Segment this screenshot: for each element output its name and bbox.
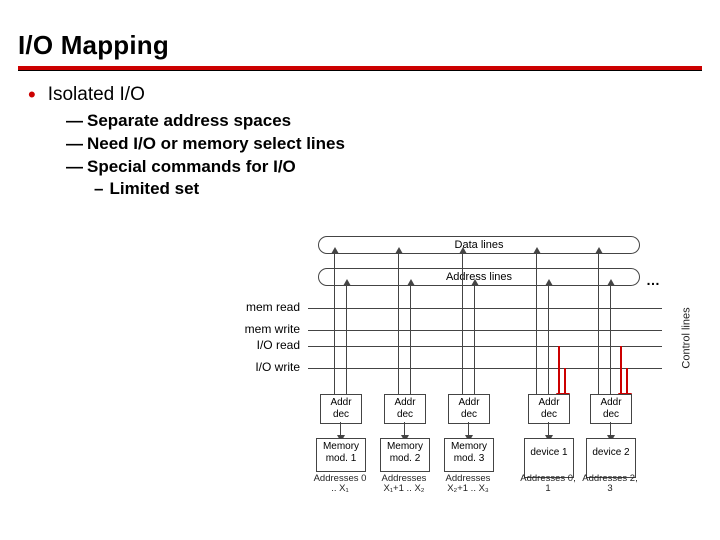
address-bus: Address lines <box>318 268 640 286</box>
arrow-data-3 <box>462 253 463 395</box>
addr-range-2: Addresses X₁+1 .. X₂ <box>374 474 434 494</box>
addr-dec-2-label: Addr dec <box>394 397 415 420</box>
title-black-rule <box>18 70 702 71</box>
line-mem-read <box>308 308 662 309</box>
addr-dec-5: Addr dec <box>590 394 632 424</box>
arrow-dec-dev-1 <box>548 422 549 436</box>
addr-dec-4: Addr dec <box>528 394 570 424</box>
device-2: device 2 <box>586 438 636 478</box>
addr-range-d2: Addresses 2, 3 <box>580 474 640 494</box>
memory-mod-3: Memory mod. 3 <box>444 438 494 472</box>
addr-dec-3-label: Addr dec <box>458 397 479 420</box>
bus-diagram: Data lines Address lines … Control lines… <box>238 236 710 506</box>
addr-dec-2: Addr dec <box>384 394 426 424</box>
memory-mod-1: Memory mod. 1 <box>316 438 366 472</box>
addr-range-3: Addresses X₂+1 .. X₃ <box>438 474 498 494</box>
arrow-data-5 <box>598 253 599 395</box>
bullet-dot-icon: • <box>28 84 36 106</box>
sub-separate-address: Separate address spaces <box>66 110 345 133</box>
line-io-write <box>308 368 662 369</box>
content-block: • Isolated I/O Separate address spaces N… <box>24 84 345 199</box>
subsub-limited-set: Limited set <box>94 179 345 199</box>
arrow-addr-4 <box>548 285 549 395</box>
arrow-dec-mod-1 <box>340 422 341 436</box>
data-bus: Data lines <box>318 236 640 254</box>
memory-mod-3-label: Memory mod. 3 <box>451 441 487 464</box>
arrow-dec-mod-3 <box>468 422 469 436</box>
addr-range-1: Addresses 0 .. X₁ <box>310 474 370 494</box>
io-write-line-5 <box>626 368 628 394</box>
device-1: device 1 <box>524 438 574 478</box>
memory-mod-2: Memory mod. 2 <box>380 438 430 472</box>
sub-special-cmds: Special commands for I/O <box>66 156 345 179</box>
ellipsis-icon: … <box>646 272 661 288</box>
arrow-data-2 <box>398 253 399 395</box>
slide: I/O Mapping • Isolated I/O Separate addr… <box>0 0 720 540</box>
arrow-data-1 <box>334 253 335 395</box>
arrow-addr-5 <box>610 285 611 395</box>
addr-dec-1-label: Addr dec <box>330 397 351 420</box>
addr-range-d1: Addresses 0, 1 <box>518 474 578 494</box>
addr-dec-1: Addr dec <box>320 394 362 424</box>
arrow-dec-dev-2 <box>610 422 611 436</box>
bullet-isolated-io: • Isolated I/O <box>24 84 345 106</box>
arrow-addr-1 <box>346 285 347 395</box>
io-read-line-5 <box>620 346 622 394</box>
arrow-dec-mod-2 <box>404 422 405 436</box>
page-title: I/O Mapping <box>18 30 169 61</box>
line-mem-write <box>308 330 662 331</box>
arrow-data-4 <box>536 253 537 395</box>
device-2-label: device 2 <box>592 447 629 458</box>
bullet-text: Isolated I/O <box>48 84 145 106</box>
addr-dec-5-label: Addr dec <box>600 397 621 420</box>
memory-mod-2-label: Memory mod. 2 <box>387 441 423 464</box>
memory-mod-1-label: Memory mod. 1 <box>323 441 359 464</box>
io-write-line-4 <box>564 368 566 394</box>
addr-dec-3: Addr dec <box>448 394 490 424</box>
device-1-label: device 1 <box>530 447 567 458</box>
sub-select-lines: Need I/O or memory select lines <box>66 133 345 156</box>
line-io-read <box>308 346 662 347</box>
arrow-addr-2 <box>410 285 411 395</box>
label-control-lines: Control lines <box>681 307 693 368</box>
arrow-addr-3 <box>474 285 475 395</box>
io-read-line-4 <box>558 346 560 394</box>
addr-dec-4-label: Addr dec <box>538 397 559 420</box>
